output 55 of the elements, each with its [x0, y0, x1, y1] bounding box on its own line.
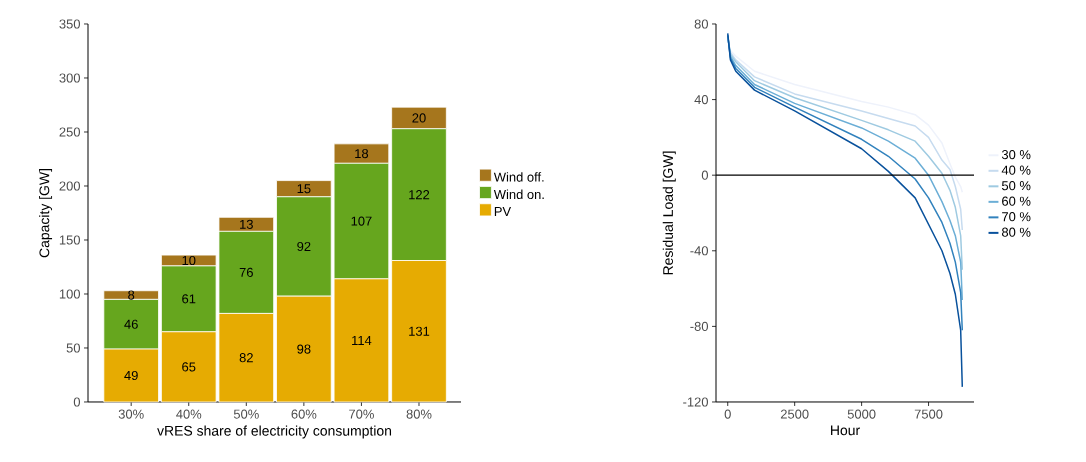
y-tick-label: 0 — [73, 397, 81, 407]
y-tick-label: 100 — [59, 289, 80, 299]
y-tick-label: 150 — [59, 235, 80, 245]
x-tick-label: 2500 — [780, 409, 809, 419]
y-tick-label: -80 — [690, 321, 708, 331]
y-tick-label: 80 — [694, 19, 709, 29]
data-label: 114 — [352, 335, 372, 345]
legend-label: 60 % — [1002, 196, 1031, 206]
legend-label: 30 % — [1001, 150, 1031, 160]
data-label: 46 — [124, 319, 138, 329]
y-tick-label: 0 — [701, 170, 709, 180]
data-label: 82 — [239, 353, 253, 363]
x-axis-title: vRES share of electricity consumption — [157, 425, 392, 439]
data-label: 18 — [355, 149, 369, 159]
legend-label: 70 % — [1002, 212, 1031, 222]
y-tick-label: -40 — [690, 246, 708, 256]
data-label: 65 — [182, 362, 196, 372]
legend-label: Wind off. — [493, 172, 544, 182]
y-tick-label: 350 — [59, 19, 80, 29]
data-label: 13 — [240, 219, 253, 229]
data-label: 15 — [297, 184, 311, 194]
data-label: 131 — [409, 326, 430, 336]
y-tick-label: 50 — [66, 343, 80, 353]
y-axis-title: Capacity [GW] — [39, 169, 53, 258]
y-tick-label: 250 — [59, 127, 80, 137]
data-label: 61 — [182, 294, 196, 304]
x-tick-label: 30% — [118, 409, 144, 419]
data-label: 8 — [128, 290, 135, 300]
x-tick-label: 40% — [176, 409, 202, 419]
x-tick-label: 50% — [233, 409, 259, 419]
x-tick-label: 0 — [724, 409, 731, 419]
legend-label: 80 % — [1001, 227, 1031, 237]
x-tick-label: 5000 — [847, 409, 876, 419]
y-tick-label: 200 — [59, 181, 80, 191]
data-label: 92 — [297, 241, 311, 252]
legend-label: 50 % — [1001, 181, 1031, 191]
legend-label: 40 % — [1001, 165, 1031, 175]
y-tick-label: -120 — [683, 397, 708, 407]
y-tick-label: 300 — [59, 73, 80, 83]
y-axis-title: Residual Load [GW] — [662, 151, 676, 275]
data-label: 98 — [297, 344, 311, 354]
x-tick-label: 7500 — [914, 409, 943, 419]
data-label: 107 — [351, 216, 372, 226]
y-tick-label: 40 — [694, 95, 709, 105]
data-label: 20 — [412, 113, 426, 123]
x-tick-label: 60% — [291, 409, 317, 419]
data-label: 10 — [182, 255, 196, 266]
x-tick-label: 70% — [349, 409, 374, 419]
legend-label: PV — [494, 207, 512, 216]
data-label: 49 — [124, 370, 138, 381]
x-tick-label: 80% — [406, 409, 432, 419]
data-label: 122 — [409, 190, 430, 200]
legend-label: Wind on. — [493, 189, 544, 200]
x-axis-title: Hour — [831, 425, 860, 436]
data-label: 76 — [239, 267, 253, 277]
